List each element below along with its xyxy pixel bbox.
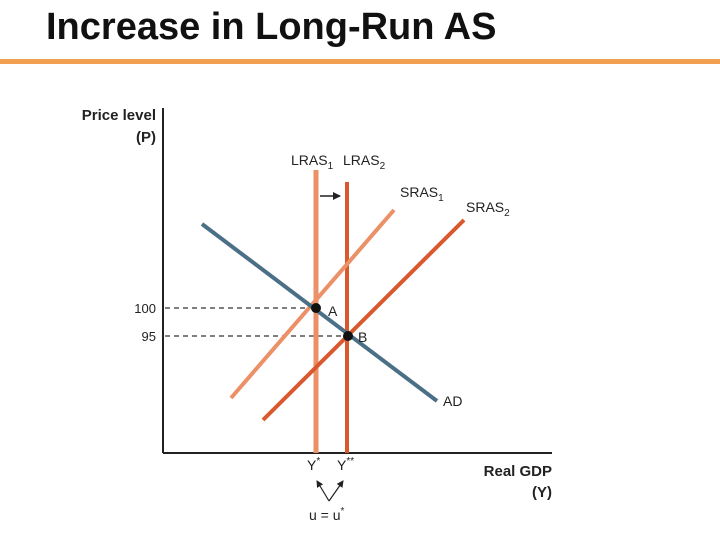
sras1-curve bbox=[229, 208, 396, 400]
equilibrium-point-b bbox=[343, 331, 353, 341]
price-tick-95: 95 bbox=[142, 329, 156, 344]
lras2-label: LRAS2 bbox=[343, 152, 386, 172]
unemployment-arrow-right bbox=[328, 480, 344, 502]
point-a-label: A bbox=[328, 303, 338, 319]
ad-label: AD bbox=[443, 393, 462, 409]
lras1-label: LRAS1 bbox=[291, 152, 334, 172]
title-divider bbox=[0, 59, 720, 64]
sras1-label: SRAS1 bbox=[400, 184, 444, 204]
x-axis-label: Real GDP bbox=[484, 463, 552, 480]
y-double-star-label: Y** bbox=[337, 456, 354, 473]
natural-unemployment-label: u = u* bbox=[309, 506, 345, 523]
point-b-label: B bbox=[358, 329, 367, 345]
y-axis-label: Price level bbox=[82, 107, 156, 124]
equilibrium-point-a bbox=[311, 303, 321, 313]
unemployment-arrow-left bbox=[316, 480, 330, 502]
y-axis-label-symbol: (P) bbox=[136, 129, 156, 146]
y-star-label: Y* bbox=[307, 456, 320, 473]
price-tick-100: 100 bbox=[134, 301, 156, 316]
x-axis-label-symbol: (Y) bbox=[532, 484, 552, 501]
sras2-label: SRAS2 bbox=[466, 199, 510, 219]
slide-title: Increase in Long-Run AS bbox=[46, 6, 497, 48]
sras2-curve bbox=[261, 218, 466, 422]
ad-curve bbox=[200, 222, 439, 403]
